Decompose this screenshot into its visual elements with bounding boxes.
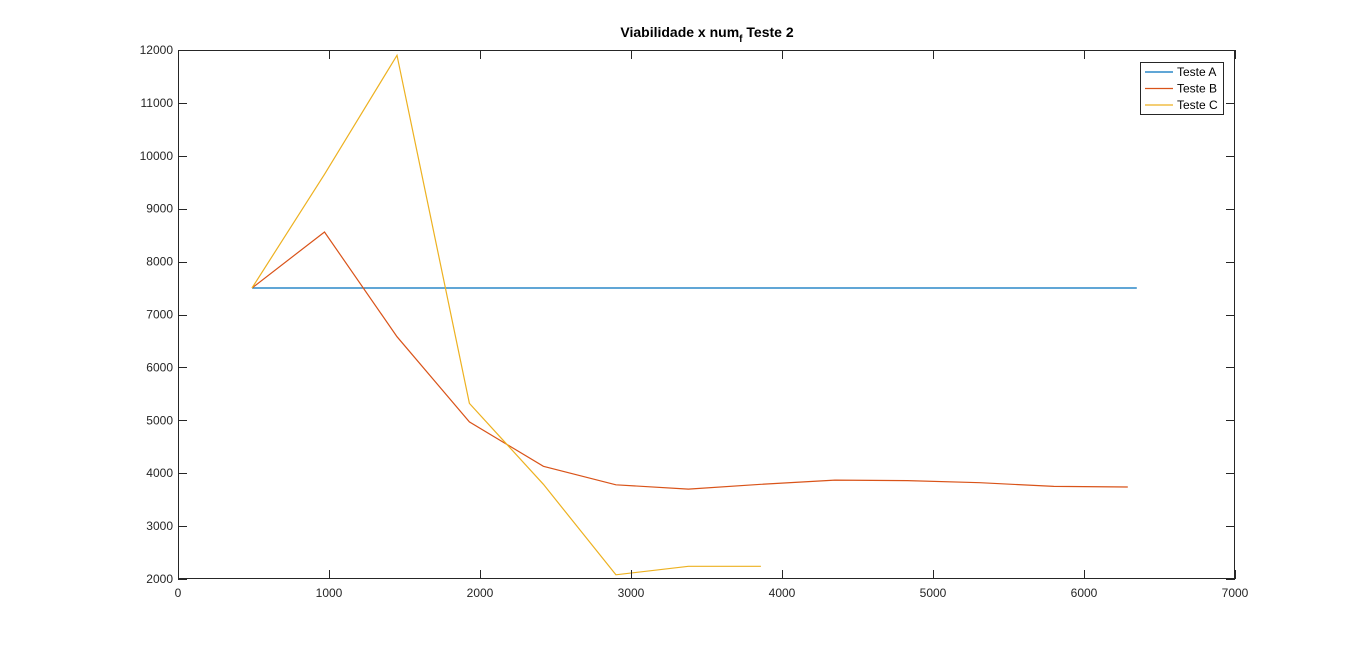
y-tick-label: 8000 xyxy=(146,255,173,269)
x-tick-label: 4000 xyxy=(769,586,796,600)
axes-layer: 0 1000 2000 3000 4000 5000 6000 7000 2000 3000 400… xyxy=(140,43,1249,600)
chart-title-suffix: Teste 2 xyxy=(743,24,794,40)
x-tick-label: 5000 xyxy=(920,586,947,600)
legend[interactable]: Teste A Teste B Teste C xyxy=(1140,62,1224,115)
legend-label: Teste C xyxy=(1177,98,1218,112)
chart-title-subscript: f xyxy=(739,34,743,45)
y-tick-label: 6000 xyxy=(146,360,173,374)
x-tick-label: 6000 xyxy=(1071,586,1098,600)
y-tick-label: 2000 xyxy=(146,572,173,586)
x-tick-label: 3000 xyxy=(618,586,645,600)
axes-box xyxy=(178,50,1235,579)
legend-label: Teste B xyxy=(1177,82,1217,96)
chart-title-main: Viabilidade x num xyxy=(620,24,739,40)
chart-title: Viabilidade x numf Teste 2 xyxy=(620,24,793,45)
y-tick-label: 7000 xyxy=(146,308,173,322)
x-tick-label: 0 xyxy=(175,586,182,600)
series-layer xyxy=(251,53,1137,576)
y-tick-label: 5000 xyxy=(146,413,173,427)
x-tick-label: 7000 xyxy=(1222,586,1249,600)
y-tick-label: 10000 xyxy=(140,149,174,163)
y-tick-label: 12000 xyxy=(140,43,174,57)
x-tick-label: 1000 xyxy=(316,586,343,600)
y-tick-label: 11000 xyxy=(141,96,174,110)
series-line-teste-b xyxy=(251,231,1128,490)
series-line-teste-c xyxy=(251,53,761,576)
legend-label: Teste A xyxy=(1177,65,1216,79)
plot-area xyxy=(178,50,1235,579)
x-tick-label: 2000 xyxy=(467,586,494,600)
y-tick-label: 3000 xyxy=(146,519,173,533)
y-tick-label: 9000 xyxy=(146,202,173,216)
y-tick-label: 4000 xyxy=(146,466,173,480)
